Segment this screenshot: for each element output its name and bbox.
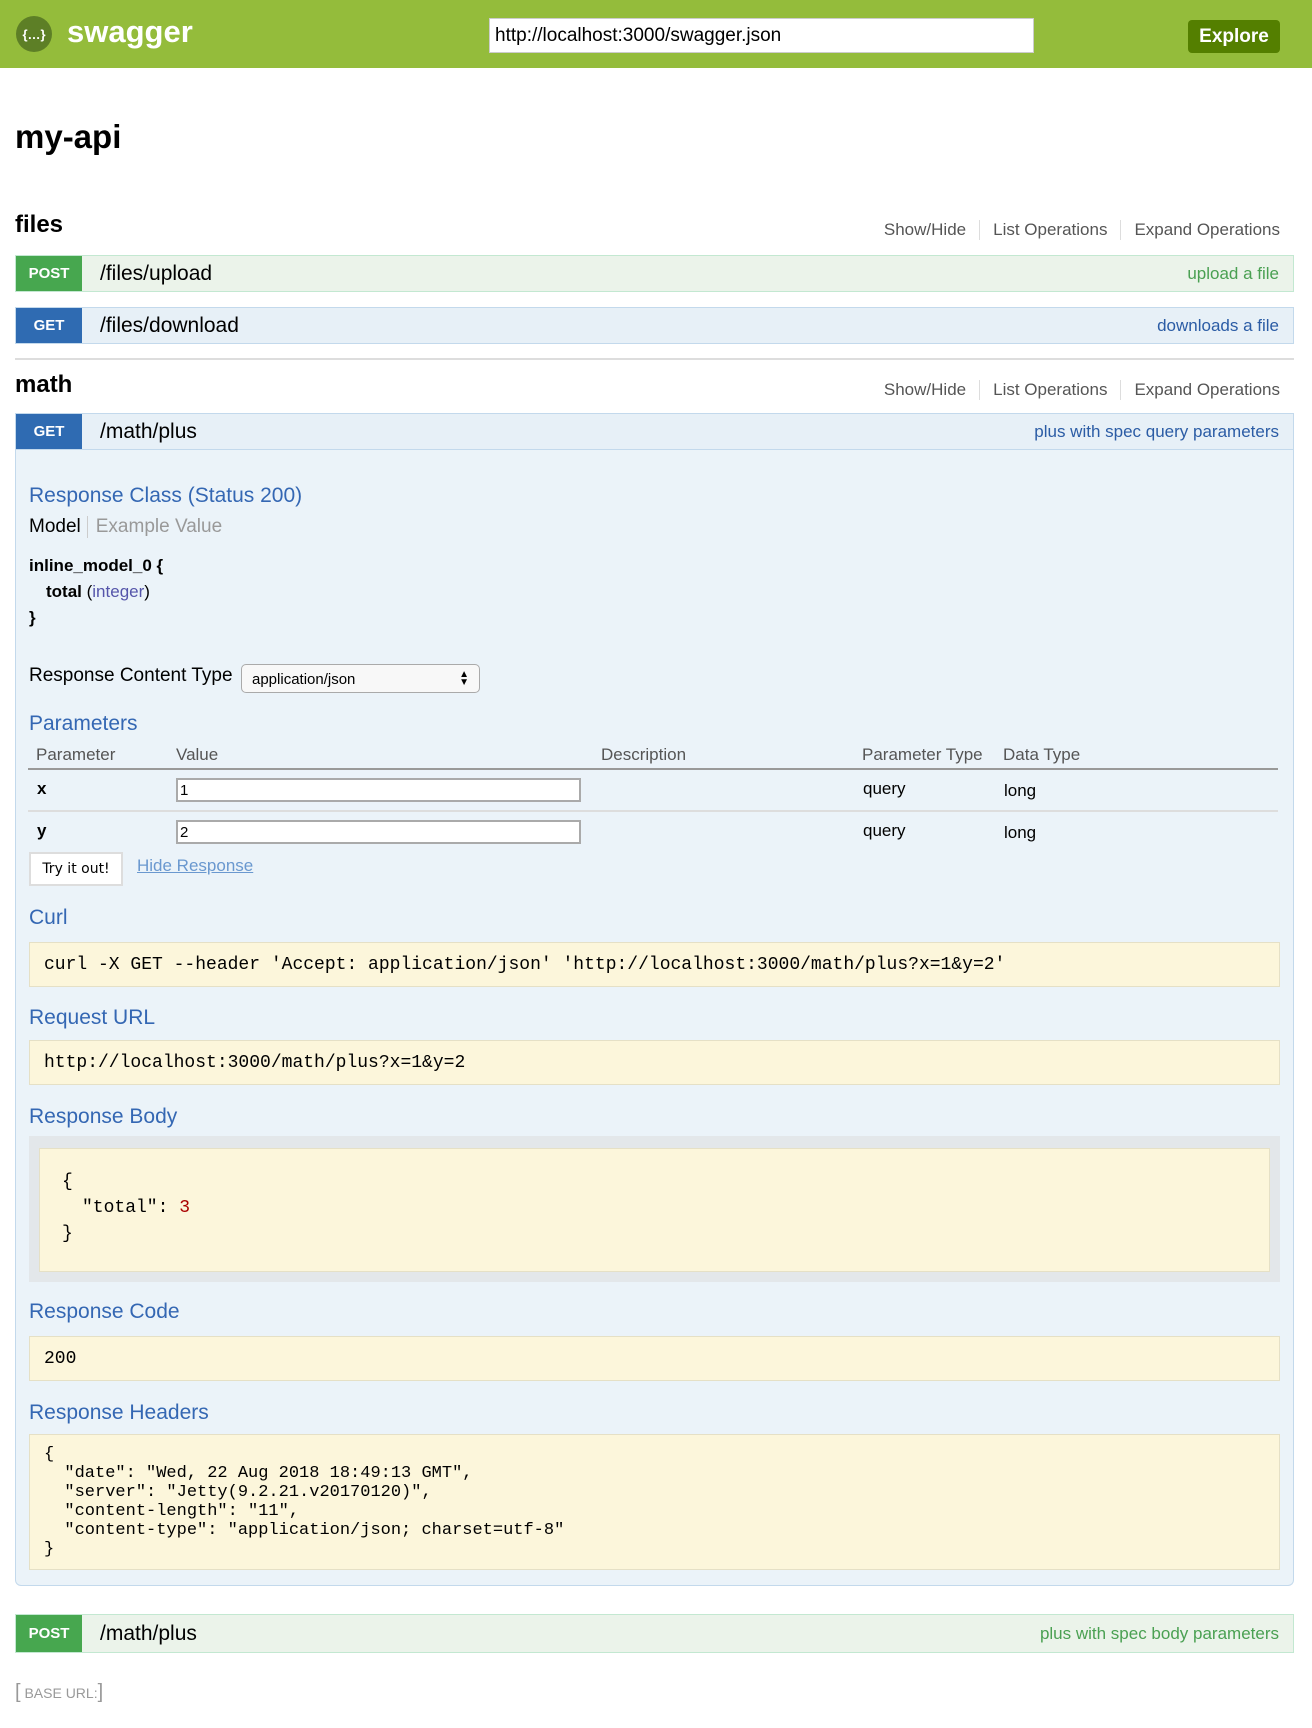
api-title: my-api xyxy=(15,118,122,155)
try-it-out-button[interactable]: Try it out! xyxy=(29,852,123,886)
model-close: } xyxy=(29,608,36,627)
content-type-select[interactable]: application/json ▲ ▼ xyxy=(241,664,480,693)
operation-details-panel xyxy=(15,450,1294,1586)
operation-path[interactable]: /math/plus xyxy=(100,419,197,443)
base-url-label: BASE URL: xyxy=(24,1684,98,1701)
select-arrows-icon: ▲ ▼ xyxy=(459,669,469,688)
column-header: Description xyxy=(601,745,687,764)
show-hide-link[interactable]: Show/Hide xyxy=(883,380,967,399)
table-header-rule xyxy=(28,768,1278,770)
param-y-input[interactable] xyxy=(176,820,581,844)
curl-heading: Curl xyxy=(29,906,68,929)
response-headers-heading: Response Headers xyxy=(29,1401,209,1424)
operation-path[interactable]: /files/upload xyxy=(100,261,213,285)
operation-get-math-plus[interactable]: GET /math/plus plus with spec query para… xyxy=(15,413,1294,450)
expand-operations-link[interactable]: Expand Operations xyxy=(1120,380,1280,400)
operation-summary[interactable]: upload a file xyxy=(1187,263,1279,283)
operation-summary[interactable]: downloads a file xyxy=(1157,315,1279,335)
method-badge[interactable]: GET xyxy=(16,308,82,343)
field-type: integer xyxy=(92,582,145,601)
param-data-type: long xyxy=(1004,823,1037,842)
explore-button[interactable]: Explore xyxy=(1188,20,1280,53)
json-close: } xyxy=(62,1224,73,1244)
param-x-input[interactable] xyxy=(176,778,581,802)
model-tab[interactable]: Model xyxy=(29,516,88,538)
json-line: "total": 3 xyxy=(62,1195,1247,1221)
section-divider xyxy=(15,358,1294,360)
spec-url-input[interactable] xyxy=(489,18,1034,53)
model-name: inline_model_0 { xyxy=(29,556,164,575)
select-value: application/json xyxy=(252,671,356,688)
method-badge[interactable]: POST xyxy=(16,256,82,291)
param-type: query xyxy=(863,779,906,798)
model-tabs: Model Example Value xyxy=(29,516,222,538)
response-code-heading: Response Code xyxy=(29,1300,180,1323)
files-ops-links: Show/Hide List Operations Expand Operati… xyxy=(871,220,1280,240)
operation-get-files-download[interactable]: GET /files/download downloads a file xyxy=(15,307,1294,344)
operation-path[interactable]: /files/download xyxy=(100,313,239,337)
param-name: y xyxy=(37,821,47,840)
table-row-rule xyxy=(28,810,1278,812)
header-line: "server": "Jetty(9.2.21.v20170120)", xyxy=(44,1483,432,1502)
request-url-heading: Request URL xyxy=(29,1006,156,1029)
list-operations-link[interactable]: List Operations xyxy=(979,380,1120,400)
column-header: Parameter xyxy=(36,745,116,764)
method-badge[interactable]: POST xyxy=(16,1615,82,1652)
json-value: 3 xyxy=(179,1198,191,1218)
parameters-heading: Parameters xyxy=(29,712,138,735)
json-key: "total": xyxy=(82,1198,180,1218)
expand-operations-link[interactable]: Expand Operations xyxy=(1120,220,1280,240)
base-url-footer: [ BASE URL: ] xyxy=(15,1681,104,1703)
content-type-label: Response Content Type xyxy=(29,665,233,686)
hide-response-link[interactable]: Hide Response xyxy=(137,856,254,875)
response-code-box: 200 xyxy=(29,1336,1280,1381)
method-badge[interactable]: GET xyxy=(16,414,82,449)
list-operations-link[interactable]: List Operations xyxy=(979,220,1120,240)
brand-name[interactable]: swagger xyxy=(67,14,193,49)
swagger-logo-icon[interactable]: {…} xyxy=(16,16,52,52)
curl-box: curl -X GET --header 'Accept: applicatio… xyxy=(29,942,1280,987)
column-header: Data Type xyxy=(1003,745,1081,764)
operation-post-files-upload[interactable]: POST /files/upload upload a file xyxy=(15,255,1294,292)
operation-summary[interactable]: plus with spec query parameters xyxy=(1034,421,1279,441)
example-value-tab[interactable]: Example Value xyxy=(95,516,223,537)
operation-path[interactable]: /math/plus xyxy=(100,1621,197,1645)
header-line: } xyxy=(44,1540,55,1559)
header-line: "content-type": "application/json; chars… xyxy=(44,1521,565,1540)
param-name: x xyxy=(37,779,47,798)
math-ops-links: Show/Hide List Operations Expand Operati… xyxy=(871,380,1280,400)
response-class-heading: Response Class (Status 200) xyxy=(29,484,303,507)
param-data-type: long xyxy=(1004,781,1037,800)
show-hide-link[interactable]: Show/Hide xyxy=(883,220,967,239)
response-body-box: { "total": 3 } xyxy=(39,1148,1270,1272)
field-name: total xyxy=(46,582,82,601)
response-headers-box: { "date": "Wed, 22 Aug 2018 18:49:13 GMT… xyxy=(29,1434,1280,1570)
json-open: { xyxy=(62,1172,73,1192)
operation-summary[interactable]: plus with spec body parameters xyxy=(1039,1623,1279,1643)
column-header: Parameter Type xyxy=(862,745,983,764)
section-title-math[interactable]: math xyxy=(15,371,73,398)
response-body-heading: Response Body xyxy=(29,1105,178,1128)
column-header: Value xyxy=(176,745,219,764)
header-line: { xyxy=(44,1445,55,1464)
param-type: query xyxy=(863,821,906,840)
operation-post-math-plus[interactable]: POST /math/plus plus with spec body para… xyxy=(15,1614,1294,1653)
model-field: total (integer) xyxy=(46,582,150,601)
request-url-box: http://localhost:3000/math/plus?x=1&y=2 xyxy=(29,1040,1280,1085)
header-line: "date": "Wed, 22 Aug 2018 18:49:13 GMT", xyxy=(44,1464,473,1483)
section-title-files[interactable]: files xyxy=(15,211,64,238)
header-line: "content-length": "11", xyxy=(44,1502,300,1521)
